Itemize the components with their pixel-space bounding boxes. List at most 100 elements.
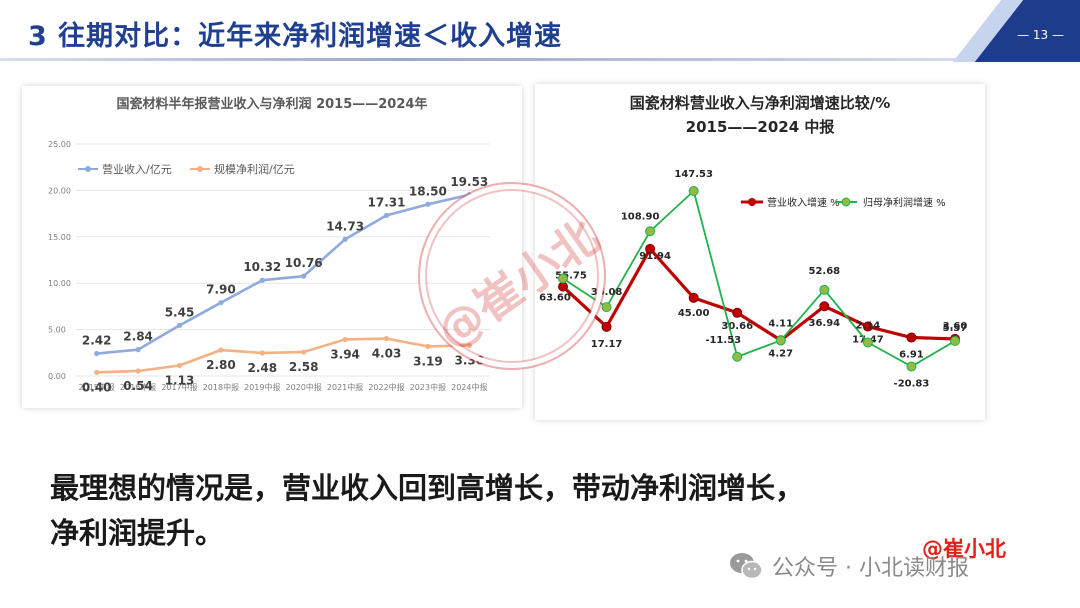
chart2-point-1 [862, 337, 873, 348]
chart1-series-line-0 [96, 193, 470, 355]
chart2-data-label-0: 45.00 [678, 308, 710, 319]
chart2-data-label-1: 36.08 [591, 287, 623, 298]
wechat-account: 公众号 · 小北读财报 [728, 550, 969, 582]
chart2-point-1 [688, 185, 699, 196]
chart2-data-label-1: 147.53 [674, 169, 713, 180]
chart2-legend: 营业收入增速 % 归母净利润增速 % [741, 196, 946, 209]
chart1-point-1 [425, 343, 431, 349]
chart1-data-label-1: 3.19 [413, 354, 443, 368]
chart2-data-label-0: 36.94 [809, 318, 841, 329]
chart1-data-label-1: 4.03 [372, 347, 402, 361]
wechat-account-name: 公众号 · 小北读财报 [772, 556, 969, 581]
wechat-icon [730, 553, 763, 580]
chart1-point-0 [176, 322, 183, 329]
chart2-point-0 [906, 332, 917, 343]
chart2-series-line-1 [562, 190, 956, 368]
author-tag: @崔小北 [922, 537, 1006, 561]
chart1-point-1 [135, 368, 141, 374]
chart2-series-line-0 [561, 247, 956, 342]
chart2-data-label-0: 17.17 [591, 339, 623, 350]
chart1-data-label-1: 0.40 [82, 380, 112, 394]
title-divider [0, 58, 1000, 61]
chart1-point-1 [218, 347, 224, 353]
revenue-profit-chart: 国瓷材料半年报营业收入与净利润 2015——2024年 0.00 5.00 10.0… [48, 96, 490, 394]
chart2-point-0 [558, 281, 568, 292]
chart1-data-label-0: 17.31 [368, 195, 406, 209]
chart1-data-label-0: 10.76 [285, 256, 323, 270]
chart2-data-label-1: -11.53 [705, 335, 741, 346]
chart2-point-0 [732, 307, 743, 318]
chart2-point-0 [819, 301, 830, 312]
chart2-legend-profit: 归母净利润增速 % [863, 196, 946, 209]
chart1-y-tick: 10.00 [48, 279, 71, 288]
chart1-legend: 营业收入/亿元 规模净利润/亿元 [78, 162, 295, 176]
chart1-data-label-0: 19.53 [450, 175, 488, 189]
chart1-data-label-0: 5.45 [165, 305, 195, 319]
chart1-point-0 [383, 212, 390, 218]
chart2-data-label-0: 55.75 [555, 271, 587, 282]
chart1-point-0 [342, 236, 348, 242]
chart1-x-tick: 2020中报 [286, 382, 322, 392]
chart1-point-1 [383, 336, 390, 342]
chart1-data-label-0: 2.42 [82, 334, 112, 348]
revenue-profit-chart-panel: 国瓷材料半年报营业收入与净利润 2015——2024年 0.00 5.00 10.0… [22, 86, 522, 408]
chart1-point-1 [259, 350, 265, 356]
chart1-point-0 [466, 192, 472, 198]
chart1-x-tick: 2023中报 [410, 382, 446, 392]
chart1-point-1 [94, 369, 100, 375]
chart1-x-tick: 2017中报 [161, 382, 197, 392]
chart1-data-label-1: 2.80 [206, 358, 236, 372]
chart1-y-tick: 20.00 [48, 186, 71, 195]
chart2-point-0 [645, 243, 656, 254]
chart1-point-0 [218, 300, 224, 306]
chart2-point-1 [601, 302, 612, 313]
chart2-point-1 [819, 284, 830, 295]
chart1-point-1 [466, 342, 472, 348]
chart2-data-label-1: 52.68 [809, 266, 841, 277]
chart2-data-label-1: -20.83 [894, 378, 930, 389]
chart2-point-1 [732, 351, 743, 362]
chart1-x-tick: 2024中报 [451, 382, 487, 392]
chart1-data-label-1: 1.13 [165, 374, 195, 388]
chart2-data-label-1: 63.60 [539, 292, 571, 303]
chart2-data-label-1: 2.14 [856, 321, 881, 332]
conclusion-line-1: 最理想的情况是，营业收入回到高增长，带动净利润增长， [50, 471, 805, 505]
chart2-data-label-0: 6.91 [899, 350, 924, 361]
chart1-legend-revenue: 营业收入/亿元 [102, 162, 172, 176]
chart1-y-tick: 15.00 [48, 233, 71, 242]
chart1-series-line-1 [96, 337, 470, 374]
chart2-point-1 [645, 226, 656, 237]
conclusion-line-2: 净利润提升。 [50, 516, 225, 550]
chart1-y-tick: 5.00 [48, 326, 66, 335]
page-number: — 13 — [1017, 28, 1064, 42]
chart1-y-tick: 25.00 [48, 140, 71, 149]
chart2-point-1 [775, 335, 786, 346]
chart2-legend-revenue: 营业收入增速 % [767, 196, 840, 209]
chart2-data-label-0: 4.27 [768, 348, 793, 359]
chart2-data-label-1: 108.90 [621, 211, 660, 222]
chart1-point-0 [425, 201, 431, 207]
chart2-data-label-0: 30.66 [721, 321, 753, 332]
chart1-data-label-0: 10.32 [243, 260, 281, 274]
chart1-data-label-0: 18.50 [409, 184, 447, 198]
chart1-y-tick: 0.00 [48, 372, 66, 381]
chart2-data-label-1: 3.60 [943, 321, 968, 332]
chart1-x-tick: 2016中报 [120, 382, 156, 392]
chart2-point-1 [906, 361, 917, 372]
chart1-data-label-0: 14.73 [326, 219, 364, 233]
chart1-point-0 [94, 350, 100, 357]
chart1-data-label-1: 0.54 [123, 379, 153, 393]
chart2-point-0 [601, 321, 612, 332]
chart1-data-label-1: 3.94 [330, 347, 360, 361]
chart2-point-0 [688, 292, 699, 303]
chart1-x-tick: 2018中报 [203, 382, 239, 392]
chart1-x-tick: 2021中报 [327, 382, 363, 392]
chart1-point-1 [176, 362, 183, 369]
chart1-point-0 [301, 273, 307, 279]
page-title: 3 往期对比：近年来净利润增速＜收入增速 [28, 21, 563, 52]
chart1-point-0 [135, 347, 141, 353]
chart1-point-1 [342, 336, 348, 343]
growth-comparison-chart-panel: 国瓷材料营业收入与净利润增速比较/% 2015——2024 中报 营业收入增速 … [535, 84, 985, 420]
chart2-data-label-0: 91.94 [639, 251, 671, 262]
chart1-data-label-1: 2.58 [289, 360, 319, 374]
